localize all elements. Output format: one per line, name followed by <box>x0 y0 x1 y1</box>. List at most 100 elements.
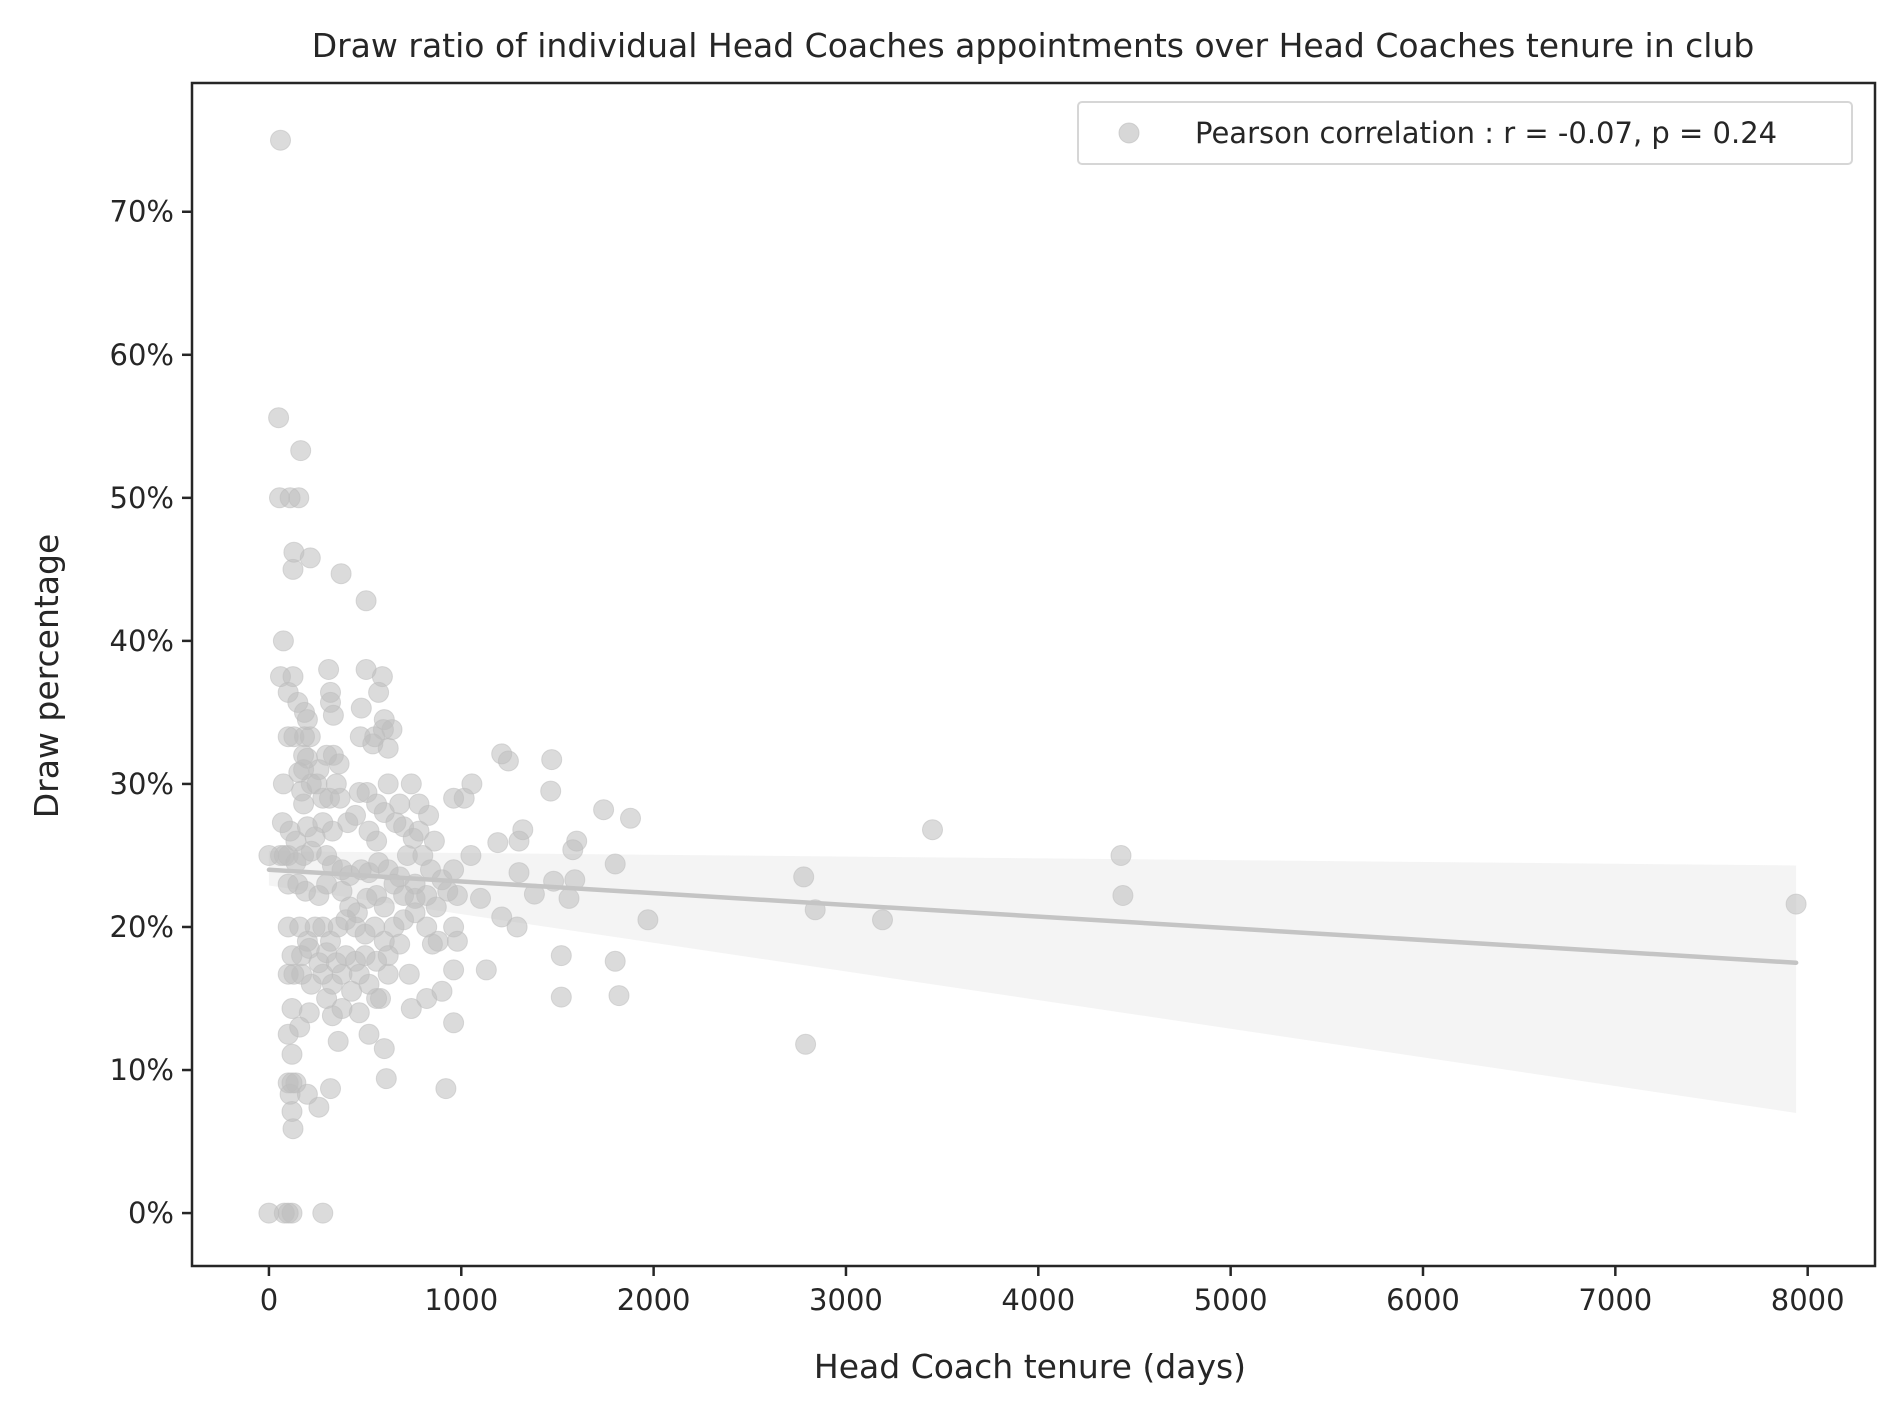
data-point <box>373 896 395 918</box>
data-point <box>795 1033 817 1055</box>
data-point <box>329 787 351 809</box>
data-point <box>508 862 530 884</box>
data-point <box>358 1023 380 1045</box>
data-point <box>331 998 353 1019</box>
data-point <box>281 1043 303 1065</box>
data-point <box>408 820 430 842</box>
data-point <box>348 1002 370 1024</box>
data-point <box>425 896 447 918</box>
data-point <box>318 659 340 680</box>
x-tick-label: 7000 <box>1578 1283 1652 1317</box>
x-tick-label: 0 <box>260 1283 278 1317</box>
y-tick-label: 70% <box>110 195 174 229</box>
y-tick-label: 50% <box>110 481 174 515</box>
data-point <box>377 773 399 795</box>
data-point <box>327 1030 349 1052</box>
data-point <box>443 959 465 981</box>
data-point <box>298 1002 320 1024</box>
data-point <box>296 709 318 731</box>
data-point <box>460 845 482 866</box>
data-points <box>258 129 1807 1224</box>
data-point <box>421 933 443 955</box>
data-point <box>355 590 377 612</box>
legend-box <box>1077 101 1853 165</box>
data-point <box>299 726 321 748</box>
chart-title: Draw ratio of individual Head Coaches ap… <box>312 26 1755 65</box>
data-point <box>293 793 315 815</box>
data-point <box>497 750 519 772</box>
data-point <box>793 866 815 888</box>
data-point <box>443 1012 465 1034</box>
legend-entry-label: Pearson correlation : r = -0.07, p = 0.2… <box>1195 116 1777 150</box>
data-point <box>461 773 483 795</box>
data-point <box>431 980 453 1002</box>
data-point <box>550 945 572 967</box>
data-point <box>389 933 411 955</box>
x-tick-label: 1000 <box>424 1283 498 1317</box>
data-point <box>637 909 659 931</box>
data-point <box>377 963 399 985</box>
data-point <box>562 839 584 861</box>
y-axis-ticks: 0% 10% 20% 30% 40% 50% 60% 70% <box>110 195 192 1230</box>
x-tick-label: 8000 <box>1771 1283 1845 1317</box>
data-point <box>373 1038 395 1060</box>
x-tick-label: 6000 <box>1386 1283 1460 1317</box>
data-point <box>550 986 572 1008</box>
data-point <box>320 1078 341 1100</box>
regression-line <box>266 867 1799 965</box>
plot-area-frame <box>190 81 1877 1268</box>
data-point <box>470 887 491 909</box>
data-point <box>423 830 445 852</box>
data-point <box>487 832 509 854</box>
data-point <box>558 887 580 909</box>
y-tick-label: 20% <box>110 910 174 944</box>
data-point <box>400 998 422 1019</box>
y-tick-label: 30% <box>110 767 174 801</box>
legend: Pearson correlation : r = -0.07, p = 0.2… <box>1077 101 1853 165</box>
data-point <box>443 859 465 881</box>
x-tick-label: 5000 <box>1194 1283 1268 1317</box>
data-point <box>604 853 626 875</box>
data-point <box>1112 885 1134 906</box>
data-point <box>435 1078 457 1100</box>
data-point <box>350 697 372 719</box>
data-point <box>475 959 497 981</box>
data-point <box>272 630 294 652</box>
data-point <box>508 830 530 852</box>
data-point <box>288 487 310 509</box>
data-point <box>268 407 290 429</box>
x-tick-label: 3000 <box>809 1283 883 1317</box>
y-tick-label: 10% <box>110 1053 174 1087</box>
data-point <box>328 753 350 775</box>
data-point <box>620 807 641 829</box>
data-point <box>872 909 893 931</box>
x-axis-label: Head Coach tenure (days) <box>814 1347 1246 1386</box>
data-point <box>282 558 304 580</box>
data-point <box>418 804 440 826</box>
data-point <box>398 963 420 985</box>
data-point <box>1110 845 1132 866</box>
y-tick-label: 60% <box>110 338 174 372</box>
data-point <box>330 563 352 585</box>
data-point <box>404 902 426 924</box>
y-tick-label: 40% <box>110 624 174 658</box>
data-point <box>281 998 303 1019</box>
data-point <box>281 1202 303 1224</box>
data-point <box>370 988 391 1009</box>
x-axis-ticks: 0 1000 2000 3000 4000 5000 6000 7000 8000 <box>260 1266 1845 1317</box>
data-point <box>446 930 468 952</box>
data-point <box>277 1023 299 1045</box>
data-point <box>282 1118 304 1140</box>
data-point <box>290 440 312 462</box>
data-point <box>446 885 468 906</box>
data-point <box>345 804 366 826</box>
data-point <box>299 547 321 569</box>
data-point <box>375 1068 397 1090</box>
data-point <box>400 773 422 795</box>
legend-marker <box>1118 122 1140 144</box>
y-axis-label: Draw percentage <box>27 534 66 819</box>
data-point <box>604 950 626 972</box>
x-tick-label: 4000 <box>1001 1283 1075 1317</box>
data-point <box>272 773 294 795</box>
